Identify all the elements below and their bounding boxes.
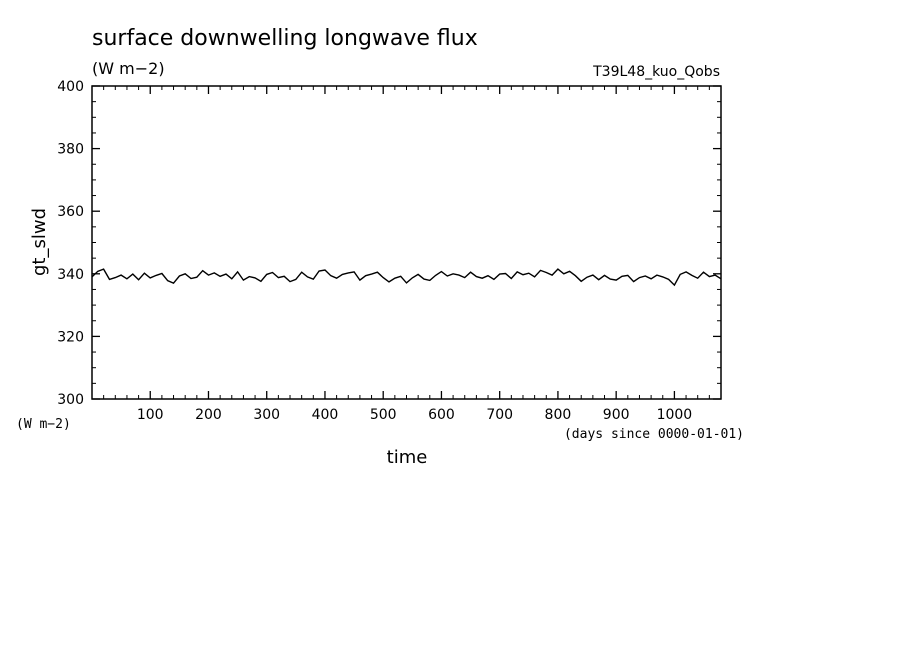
y-tick-label: 320 bbox=[57, 329, 84, 345]
x-tick-label: 1000 bbox=[657, 407, 693, 423]
series-line bbox=[91, 268, 722, 287]
chart-title: surface downwelling longwave flux bbox=[92, 26, 478, 51]
x-tick-label: 200 bbox=[195, 407, 222, 423]
axis-ticks bbox=[92, 85, 721, 400]
y-tick-label: 400 bbox=[57, 79, 84, 95]
x-axis-units: (days since 0000-01-01) bbox=[564, 427, 744, 442]
y-tick-label: 360 bbox=[57, 204, 84, 220]
x-tick-label: 300 bbox=[253, 407, 280, 423]
x-tick-label: 800 bbox=[545, 407, 572, 423]
x-tick-label: 600 bbox=[428, 407, 455, 423]
title-units: (W m−2) bbox=[92, 59, 165, 78]
x-tick-labels: 100 200 300 400 500 600 700 800 900 1000 bbox=[137, 407, 692, 423]
x-tick-label: 700 bbox=[486, 407, 513, 423]
y-tick-label: 300 bbox=[57, 392, 84, 408]
y-tick-label: 380 bbox=[57, 142, 84, 158]
y-tick-labels: 300 320 340 360 380 400 bbox=[57, 79, 84, 408]
x-tick-label: 400 bbox=[312, 407, 339, 423]
run-label: T39L48_kuo_Qobs bbox=[592, 64, 720, 80]
y-axis-label: gt_slwd bbox=[29, 208, 50, 276]
y-axis-units: (W m−2) bbox=[16, 417, 71, 432]
x-tick-label: 900 bbox=[603, 407, 630, 423]
plot-frame bbox=[91, 85, 722, 400]
x-axis-label: time bbox=[387, 447, 428, 468]
x-tick-label: 500 bbox=[370, 407, 397, 423]
x-tick-label: 100 bbox=[137, 407, 164, 423]
y-tick-label: 340 bbox=[57, 267, 84, 283]
